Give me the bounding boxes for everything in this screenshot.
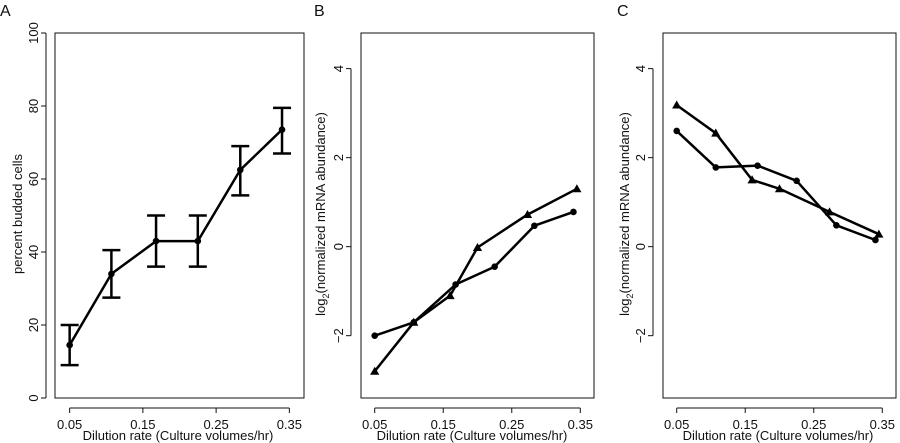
x-ticks-c: 0.05 0.15 0.25 0.35 [664, 407, 895, 432]
y-tick-label: −2 [633, 328, 648, 343]
panel-a: A Dilution rate (Culture volumes/hr) per… [0, 3, 305, 443]
y-axis-label-b: log2(normalized mRNA abundance) [313, 112, 331, 316]
x-axis-label-c: Dilution rate (Culture volumes/hr) [683, 428, 874, 443]
data-point-circle [531, 222, 538, 230]
y-tick-label: 2 [633, 154, 648, 161]
x-tick-label: 0.35 [870, 417, 895, 432]
data-point-circle [194, 237, 202, 245]
data-point-circle [371, 332, 379, 339]
x-tick-label: 0.25 [801, 417, 826, 432]
panel-label-b: B [314, 3, 325, 20]
data-point-circle [833, 221, 840, 229]
x-tick-label: 0.25 [499, 417, 524, 432]
x-tick-label: 0.25 [203, 417, 228, 432]
plot-frame-c [662, 32, 897, 399]
data-point-triangle [472, 242, 483, 251]
data-point-triangle [824, 207, 835, 216]
y-tick-label: 100 [26, 22, 41, 44]
y-axis-label-a: percent budded cells [10, 154, 25, 274]
y-tick-label: 80 [26, 99, 41, 113]
y-ticks-c: −2 0 2 4 [633, 65, 654, 343]
y-tick-label: 4 [331, 65, 346, 72]
data-point-triangle [672, 100, 682, 109]
y-axis-label-c: log2(normalized mRNA abundance) [617, 112, 635, 316]
series-marks-c [672, 100, 884, 244]
series-marks-b [370, 184, 582, 375]
data-point-circle [872, 236, 879, 244]
y-tick-label: 0 [331, 243, 346, 250]
data-point-circle [712, 164, 720, 171]
plot-frame-b [360, 32, 595, 399]
data-point-circle [570, 208, 577, 216]
x-ticks-b: 0.05 0.15 0.25 0.35 [362, 407, 593, 432]
panel-label-c: C [617, 3, 629, 20]
x-tick-label: 0.15 [130, 417, 155, 432]
x-axis-label-a: Dilution rate (Culture volumes/hr) [83, 428, 274, 443]
series-line-circle [675, 129, 876, 242]
y-tick-label: 20 [26, 318, 41, 332]
plot-frame-a [54, 32, 305, 399]
panel-label-a: A [0, 3, 11, 20]
y-tick-label: 60 [26, 172, 41, 186]
x-tick-label: 0.15 [733, 417, 758, 432]
series-line-circle [374, 210, 574, 337]
x-tick-label: 0.05 [362, 417, 387, 432]
data-point-triangle [711, 128, 721, 137]
y-tick-label: 0 [26, 394, 41, 401]
panel-b: B Dilution rate (Culture volumes/hr) log… [313, 3, 595, 443]
series-line-circle [68, 128, 283, 346]
data-point-triangle [874, 229, 884, 238]
series-line-triangle [675, 104, 880, 236]
data-point-triangle [445, 291, 455, 300]
x-tick-label: 0.05 [57, 417, 82, 432]
data-point-triangle [409, 317, 419, 326]
x-ticks-a: 0.05 0.15 0.25 0.35 [57, 407, 302, 432]
x-axis-label-b: Dilution rate (Culture volumes/hr) [377, 428, 568, 443]
data-point-circle [66, 341, 73, 349]
data-point-circle [673, 127, 681, 135]
data-point-triangle [522, 210, 533, 219]
data-point-circle [108, 270, 115, 278]
x-tick-label: 0.15 [431, 417, 456, 432]
panel-c: C Dilution rate (Culture volumes/hr) log… [617, 3, 897, 443]
series-marks-a [60, 106, 292, 367]
y-tick-label: 0 [633, 243, 648, 250]
data-point-circle [793, 177, 800, 185]
y-tick-label: −2 [331, 328, 346, 343]
x-tick-label: 0.35 [277, 417, 302, 432]
x-tick-label: 0.05 [664, 417, 689, 432]
data-point-circle [236, 166, 244, 174]
data-point-triangle [370, 366, 380, 375]
data-point-circle [491, 263, 498, 270]
series-line-triangle [373, 187, 578, 373]
y-ticks-b: −2 0 2 4 [331, 65, 352, 343]
y-tick-label: 2 [331, 154, 346, 161]
data-point-triangle [774, 184, 785, 193]
data-point-circle [754, 162, 761, 169]
x-tick-label: 0.35 [568, 417, 593, 432]
data-point-circle [152, 237, 160, 245]
y-ticks-a: 0 20 40 60 80 100 [26, 22, 47, 402]
data-point-triangle [747, 175, 757, 184]
data-point-triangle [572, 184, 582, 193]
y-tick-label: 4 [633, 65, 648, 72]
y-tick-label: 40 [26, 245, 41, 259]
data-point-circle [278, 126, 286, 134]
